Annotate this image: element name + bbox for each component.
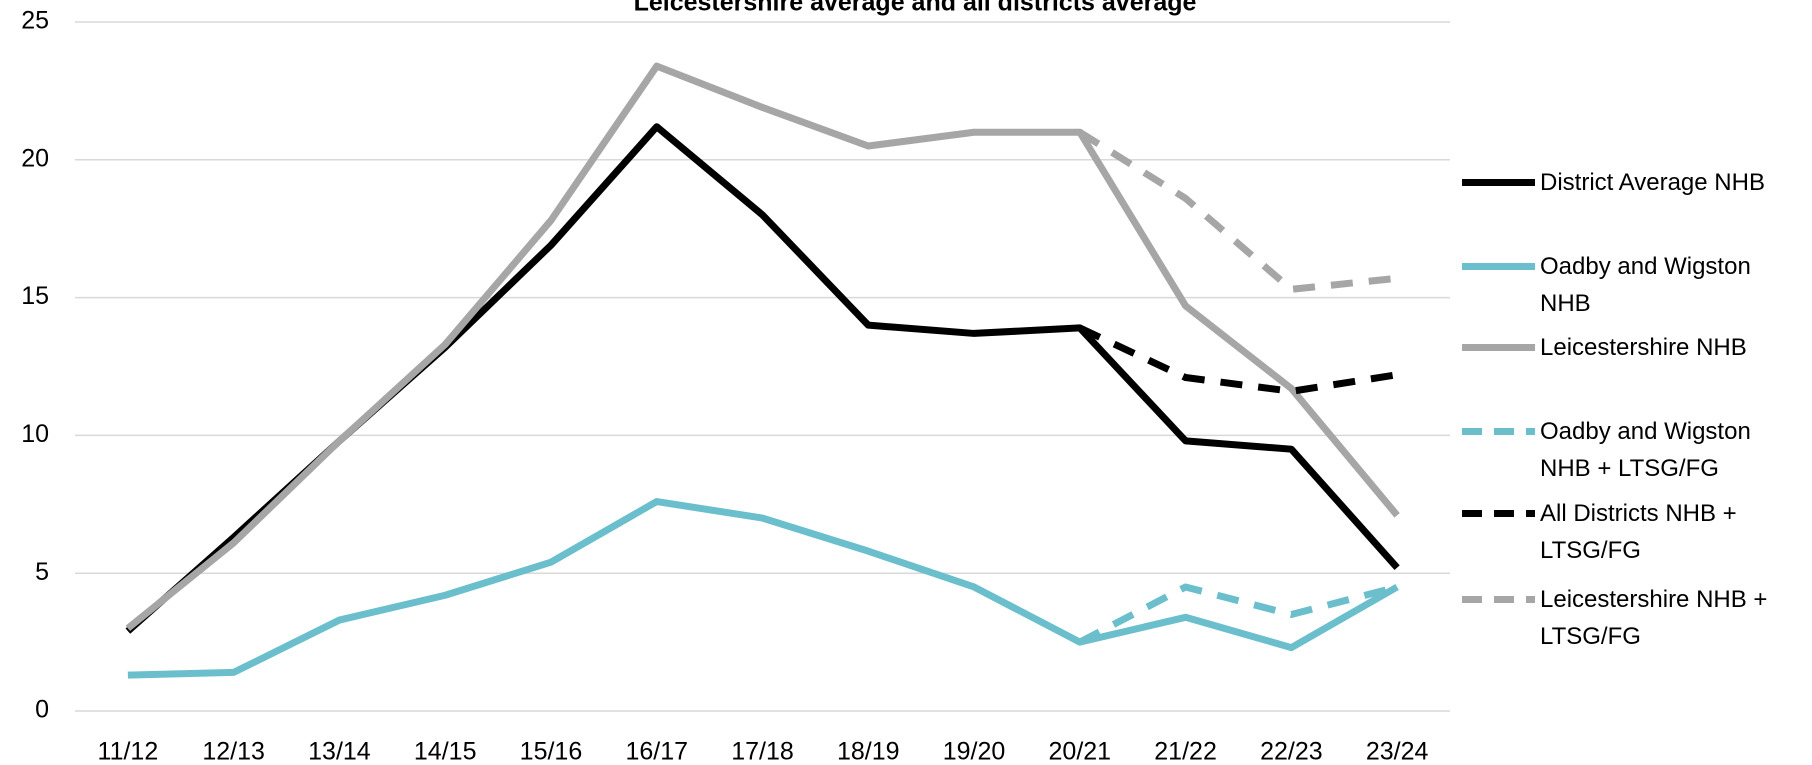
- series-line: [1078, 583, 1399, 646]
- y-tick-label: 0: [35, 696, 49, 724]
- x-tick-label: 17/18: [731, 738, 794, 765]
- legend-label: All Districts NHB + LTSG/FG: [1540, 500, 1737, 564]
- series-line: [1077, 129, 1398, 293]
- series-line: [1078, 324, 1398, 395]
- x-tick-label: 13/14: [308, 738, 371, 765]
- x-tick-label: 22/23: [1260, 738, 1323, 765]
- y-tick-label: 10: [21, 420, 49, 448]
- x-tick-label: 18/19: [837, 738, 900, 765]
- y-tick-label: 15: [21, 282, 49, 310]
- y-tick-label: 20: [21, 144, 49, 172]
- x-tick-label: 21/22: [1154, 738, 1217, 765]
- legend-label: Leicestershire NHB + LTSG/FG: [1540, 586, 1768, 650]
- chart-title: Leicestershire average and all districts…: [634, 0, 1197, 17]
- legend-label: Oadby and Wigston NHB: [1540, 253, 1751, 317]
- series-line: [125, 62, 1400, 632]
- legend-label: Leicestershire NHB: [1540, 334, 1747, 361]
- y-tick-label: 25: [21, 7, 49, 35]
- series-line: [125, 123, 1400, 634]
- series-line: [127, 498, 1399, 679]
- x-tick-label: 14/15: [414, 738, 477, 765]
- x-tick-label: 19/20: [943, 738, 1006, 765]
- x-tick-label: 20/21: [1049, 738, 1112, 765]
- x-tick-label: 12/13: [202, 738, 265, 765]
- x-tick-label: 16/17: [625, 738, 688, 765]
- legend-label: District Average NHB: [1540, 169, 1765, 196]
- y-tick-label: 5: [35, 558, 49, 586]
- x-tick-label: 11/12: [98, 738, 159, 765]
- x-tick-label: 23/24: [1366, 738, 1429, 765]
- x-tick-label: 15/16: [520, 738, 583, 765]
- legend-label: Oadby and Wigston NHB + LTSG/FG: [1540, 418, 1751, 482]
